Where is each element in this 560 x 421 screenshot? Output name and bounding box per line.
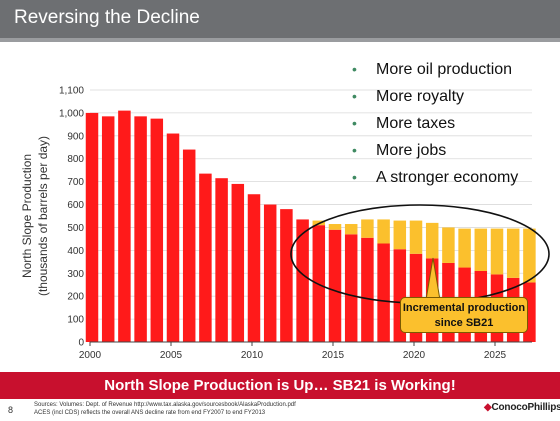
bar-incremental xyxy=(442,227,455,263)
bar-incremental xyxy=(393,220,407,250)
y-tick-label: 200 xyxy=(67,292,84,303)
bar-incremental xyxy=(328,224,342,230)
x-tick-label: 2015 xyxy=(322,350,345,361)
sources-line2: ACES (incl CDS) reflects the overall ANS… xyxy=(34,410,266,416)
bar-production xyxy=(361,237,374,342)
bullet-item: • More taxes xyxy=(352,110,518,137)
y-axis-label-line2: (thousands of barrels per day) xyxy=(36,136,50,296)
bullet-dot-icon: • xyxy=(352,169,357,185)
bullet-item: • More oil production xyxy=(352,56,518,83)
x-tick-label: 2005 xyxy=(160,350,183,361)
bullet-dot-icon: • xyxy=(352,115,357,131)
bar-production xyxy=(263,204,277,342)
bullet-item: • A stronger economy xyxy=(352,164,518,191)
y-tick-label: 700 xyxy=(67,177,84,188)
bullet-dot-icon: • xyxy=(352,142,357,158)
bar-incremental xyxy=(474,228,488,271)
bar-production xyxy=(134,116,147,342)
page-number: 8 xyxy=(8,405,14,415)
title-underline xyxy=(0,38,560,42)
y-axis-label-line1: North Slope Production xyxy=(20,154,34,278)
incremental-production-callout: Incremental production since SB21 xyxy=(400,297,528,333)
bullet-text: A stronger economy xyxy=(376,169,519,186)
bar-incremental xyxy=(523,228,536,283)
bar-incremental xyxy=(409,220,423,254)
y-tick-label: 100 xyxy=(67,315,84,326)
bullet-list: • More oil production • More royalty • More… xyxy=(352,56,518,191)
bullet-item: • More jobs xyxy=(352,137,518,164)
slide-title: Reversing the Decline xyxy=(14,7,200,28)
bullet-text: More oil production xyxy=(376,61,513,78)
bullet-text: More royalty xyxy=(376,88,465,105)
bar-production xyxy=(150,118,164,343)
bar-production xyxy=(101,116,115,342)
bar-production xyxy=(199,173,212,342)
company-logo: ◆ConocoPhillips xyxy=(484,402,560,413)
y-tick-label: 800 xyxy=(67,154,84,165)
y-tick-label: 600 xyxy=(67,200,84,211)
y-tick-label: 1,100 xyxy=(59,86,84,97)
bullet-text: More taxes xyxy=(376,115,456,132)
bar-production xyxy=(215,178,228,342)
axes: 0 100 200 300 400 500 600 700 800 900 1,000 1,100 20… xyxy=(59,86,532,361)
bar-production xyxy=(231,183,245,342)
callout-line1: Incremental production xyxy=(402,302,526,314)
y-tick-label: 900 xyxy=(67,131,84,142)
bullet-item: • More royalty xyxy=(352,83,518,110)
bar-incremental xyxy=(344,224,358,235)
bar-production xyxy=(344,234,358,342)
bar-production xyxy=(280,209,293,342)
bullet-dot-icon: • xyxy=(352,61,357,77)
y-tick-label: 0 xyxy=(78,338,84,349)
y-tick-label: 300 xyxy=(67,269,84,280)
bar-incremental xyxy=(377,219,390,244)
x-tick-label: 2000 xyxy=(79,350,102,361)
bar-production xyxy=(247,194,261,342)
bar-production xyxy=(85,112,99,342)
slide-title-bar: Reversing the Decline xyxy=(0,0,560,38)
bar-production xyxy=(377,243,390,342)
bar-production xyxy=(166,133,180,342)
x-tick-label: 2025 xyxy=(484,350,507,361)
logo-text: ConocoPhillips xyxy=(491,402,560,413)
y-tick-label: 500 xyxy=(67,223,84,234)
banner: North Slope Production is Up… SB21 is Wo… xyxy=(0,372,560,399)
sources-line1: Sources: Volumes: Dept. of Revenue http:… xyxy=(34,402,296,408)
bullet-text: More jobs xyxy=(376,142,447,159)
bar-incremental xyxy=(458,228,471,268)
bar-production xyxy=(182,149,196,342)
x-tick-label: 2010 xyxy=(241,350,264,361)
logo-mark-icon: ◆ xyxy=(484,402,492,413)
bar-production xyxy=(296,219,309,342)
bar-incremental xyxy=(506,228,520,278)
bar-production xyxy=(118,110,131,342)
bar-incremental xyxy=(361,219,374,238)
sources-note: Sources: Volumes: Dept. of Revenue http:… xyxy=(34,401,296,417)
bar-incremental xyxy=(490,228,504,275)
x-tick-label: 2020 xyxy=(403,350,426,361)
y-tick-label: 400 xyxy=(67,246,84,257)
bar-production xyxy=(328,229,342,342)
callout-line2: since SB21 xyxy=(434,317,494,329)
y-tick-label: 1,000 xyxy=(59,108,84,119)
bullet-dot-icon: • xyxy=(352,88,357,104)
bar-incremental xyxy=(425,222,439,259)
